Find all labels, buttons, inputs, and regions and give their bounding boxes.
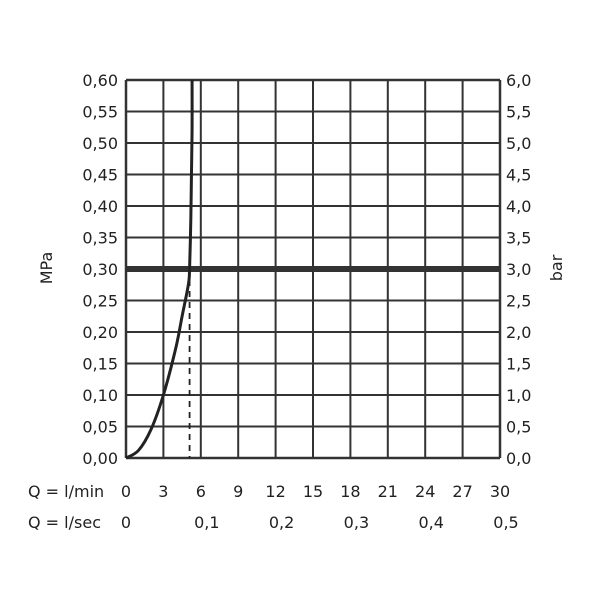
x-tick-label-lsec: 0,5 [493,513,518,532]
y-tick-label-left: 0,10 [82,386,118,405]
y-tick-label-right: 0,5 [506,418,531,437]
x-axis-label-lsec: Q = l/sec [28,513,101,532]
y-tick-label-left: 0,25 [82,292,118,311]
y-tick-label-right: 5,0 [506,134,531,153]
x-tick-label-lmin: 21 [378,482,398,501]
x-tick-label-lsec: 0,3 [344,513,369,532]
x-tick-label-lmin: 3 [158,482,168,501]
y-tick-label-left: 0,15 [82,355,118,374]
y-tick-label-left: 0,45 [82,166,118,185]
y-tick-label-right: 5,5 [506,103,531,122]
x-tick-label-lmin: 12 [265,482,285,501]
y-tick-label-left: 0,30 [82,260,118,279]
x-tick-label-lsec: 0,1 [194,513,219,532]
y-tick-label-right: 2,5 [506,292,531,311]
x-tick-label-lmin: 18 [340,482,360,501]
x-tick-label-lmin: 15 [303,482,323,501]
y-tick-label-left: 0,60 [82,71,118,90]
x-tick-label-lmin: 6 [196,482,206,501]
x-tick-label-lmin: 9 [233,482,243,501]
y-axis-label-right: bar [547,254,566,281]
y-tick-label-left: 0,05 [82,418,118,437]
x-tick-label-lsec: 0 [121,513,131,532]
y-tick-label-left: 0,55 [82,103,118,122]
y-tick-label-right: 4,0 [506,197,531,216]
y-tick-label-right: 4,5 [506,166,531,185]
x-axis-label-lmin: Q = l/min [28,482,104,501]
y-tick-label-right: 2,0 [506,323,531,342]
y-tick-label-right: 3,0 [506,260,531,279]
y-tick-label-right: 6,0 [506,71,531,90]
y-tick-label-left: 0,50 [82,134,118,153]
y-tick-label-left: 0,00 [82,449,118,468]
y-tick-label-left: 0,35 [82,229,118,248]
x-tick-label-lsec: 0,4 [418,513,443,532]
y-tick-label-right: 3,5 [506,229,531,248]
x-tick-label-lmin: 27 [452,482,472,501]
x-tick-label-lmin: 0 [121,482,131,501]
x-tick-label-lmin: 30 [490,482,510,501]
y-tick-label-right: 1,5 [506,355,531,374]
x-tick-label-lsec: 0,2 [269,513,294,532]
marks [125,79,500,460]
series-curve-0 [125,79,194,460]
y-tick-label-right: 1,0 [506,386,531,405]
y-tick-label-left: 0,20 [82,323,118,342]
y-tick-label-right: 0,0 [506,449,531,468]
labels: 0 3 6 9 12 15 18 21 24 27 30 0 0,1 0,2 0,3 0,4 0,5 0,00 0,… [82,71,531,532]
x-tick-label-lmin: 24 [415,482,435,501]
y-tick-label-left: 0,40 [82,197,118,216]
y-axis-label-left: MPa [37,252,56,285]
